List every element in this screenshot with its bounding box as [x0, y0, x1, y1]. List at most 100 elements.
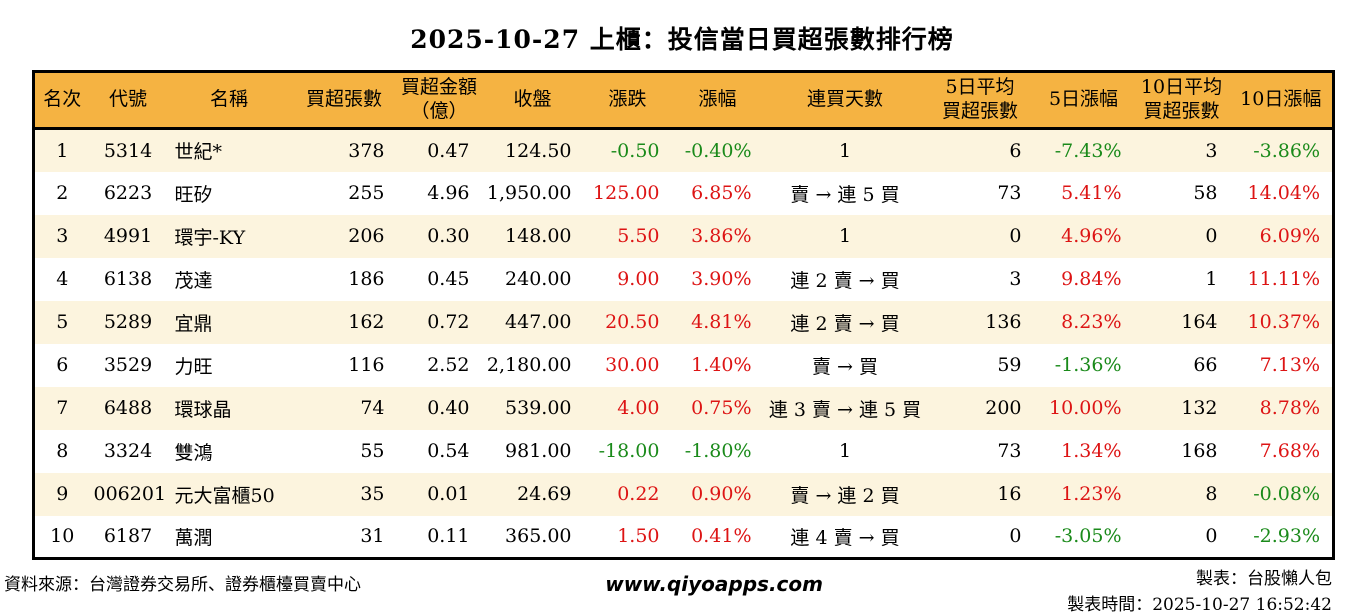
table-cell: 11.11% [1229, 257, 1334, 301]
table-row: 6 3529 力旺 116 2.52 2,180.00 30.00 1.40% 賣 → 買 59-… [33, 343, 1334, 387]
table-cell: 8 [1133, 472, 1230, 516]
table-cell: 3 [1133, 128, 1230, 172]
table-cell: 8.78% [1229, 386, 1334, 430]
table-cell: 0.11 [396, 515, 482, 559]
table-cell: 8 [33, 429, 90, 473]
table-cell: 3324 [89, 429, 167, 473]
table-cell: 3.86% [671, 214, 764, 258]
table-cell: 3529 [89, 343, 167, 387]
table-cell: 0 [1133, 214, 1230, 258]
table-cell: 148.00 [481, 214, 584, 258]
header-cell: 10日平均 買超張數 [1133, 71, 1230, 130]
table-cell: 006201 [89, 472, 167, 516]
header-cell: 買超張數 [291, 71, 397, 130]
footer: 資料來源：台灣證券交易所、證券櫃檯買賣中心 www.qiyoapps.com 製… [0, 560, 1364, 612]
table-cell: 0 [926, 214, 1034, 258]
header-cell: 5日平均 買超張數 [926, 71, 1034, 130]
maker-label: 製表：台股懶人包 [1195, 569, 1332, 589]
report-time-label: 製表時間：2025-10-27 16:52:42 [1067, 595, 1332, 612]
header-cell: 漲跌 [583, 71, 672, 130]
table-cell: 3 [33, 214, 90, 258]
table-cell: 2,180.00 [481, 343, 584, 387]
table-cell: 0 [1133, 515, 1230, 559]
table-cell: 1.34% [1033, 429, 1134, 473]
table-cell: 0.47 [396, 128, 482, 172]
table-cell: -0.08% [1229, 472, 1334, 516]
table-cell: 136 [926, 300, 1034, 344]
table-cell: 6187 [89, 515, 167, 559]
table-cell: 124.50 [481, 128, 584, 172]
table-cell: 981.00 [481, 429, 584, 473]
table-cell: 31 [291, 515, 397, 559]
header-cell: 10日漲幅 [1229, 71, 1334, 130]
table-row: 9 006201 元大富櫃50 35 0.01 24.69 0.22 0.90% 賣 → 連 2… [33, 472, 1334, 516]
table-cell: 365.00 [481, 515, 584, 559]
table-cell: -3.05% [1033, 515, 1134, 559]
table-cell: 環球晶 [166, 386, 292, 430]
table-cell: 116 [291, 343, 397, 387]
table-cell: 5 [33, 300, 90, 344]
table-cell: 0.30 [396, 214, 482, 258]
table-cell: 162 [291, 300, 397, 344]
table-cell: 0.90% [671, 472, 764, 516]
table-cell: 14.04% [1229, 171, 1334, 215]
table-cell: -7.43% [1033, 128, 1134, 172]
table-cell: 賣 → 連 2 買 [763, 472, 927, 516]
table-cell: 2 [33, 171, 90, 215]
table-cell: 6488 [89, 386, 167, 430]
table-cell: 125.00 [583, 171, 672, 215]
table-cell: 4 [33, 257, 90, 301]
table-row: 2 6223 旺矽 255 4.96 1,950.00 125.00 6.85% 賣 → 連 5… [33, 171, 1334, 215]
table-cell: 8.23% [1033, 300, 1134, 344]
table-cell: 1.50 [583, 515, 672, 559]
table-cell: 賣 → 買 [763, 343, 927, 387]
header-cell: 買超金額 （億） [396, 71, 482, 130]
table-cell: 4.00 [583, 386, 672, 430]
table-cell: 1,950.00 [481, 171, 584, 215]
table-cell: 1 [763, 214, 927, 258]
table-cell: 20.50 [583, 300, 672, 344]
table-cell: 168 [1133, 429, 1230, 473]
table-cell: 164 [1133, 300, 1230, 344]
table-cell: 9 [33, 472, 90, 516]
table-cell: 連 2 賣 → 買 [763, 257, 927, 301]
table-cell: 255 [291, 171, 397, 215]
table-cell: 132 [1133, 386, 1230, 430]
table-cell: 240.00 [481, 257, 584, 301]
header-cell: 代號 [89, 71, 167, 130]
header-cell: 名稱 [166, 71, 292, 130]
table-cell: 6 [926, 128, 1034, 172]
table-cell: 200 [926, 386, 1034, 430]
table-cell: 連 2 賣 → 買 [763, 300, 927, 344]
table-cell: 35 [291, 472, 397, 516]
table-cell: 74 [291, 386, 397, 430]
table-cell: 6138 [89, 257, 167, 301]
table-cell: -1.80% [671, 429, 764, 473]
table-cell: 4.96% [1033, 214, 1134, 258]
data-source-label: 資料來源：台灣證券交易所、證券櫃檯買賣中心 [4, 575, 361, 595]
table-cell: 16 [926, 472, 1034, 516]
table-cell: 5289 [89, 300, 167, 344]
table-cell: 10 [33, 515, 90, 559]
table-cell: 1 [763, 128, 927, 172]
table-cell: 186 [291, 257, 397, 301]
table-cell: 0.54 [396, 429, 482, 473]
table-cell: -3.86% [1229, 128, 1334, 172]
table-cell: 5.50 [583, 214, 672, 258]
table-cell: 宜鼎 [166, 300, 292, 344]
table-row: 3 4991 環宇-KY 206 0.30 148.00 5.50 3.86% 1 0 4.96% 0… [33, 214, 1334, 258]
table-cell: 4.96 [396, 171, 482, 215]
header-cell: 名次 [33, 71, 90, 130]
table-cell: 1 [33, 128, 90, 172]
ranking-table: 名次 代號 名稱 買超張數 買超金額 （億） 收盤 漲跌 漲幅 連買天數 5日平均 買超張數 5日漲… [32, 70, 1335, 560]
table-cell: 1.40% [671, 343, 764, 387]
table-cell: 0.45 [396, 257, 482, 301]
table-cell: 1 [1133, 257, 1230, 301]
table-cell: 9.00 [583, 257, 672, 301]
header-cell: 連買天數 [763, 71, 927, 130]
table-cell: 雙鴻 [166, 429, 292, 473]
table-cell: -1.36% [1033, 343, 1134, 387]
table-cell: 0.22 [583, 472, 672, 516]
